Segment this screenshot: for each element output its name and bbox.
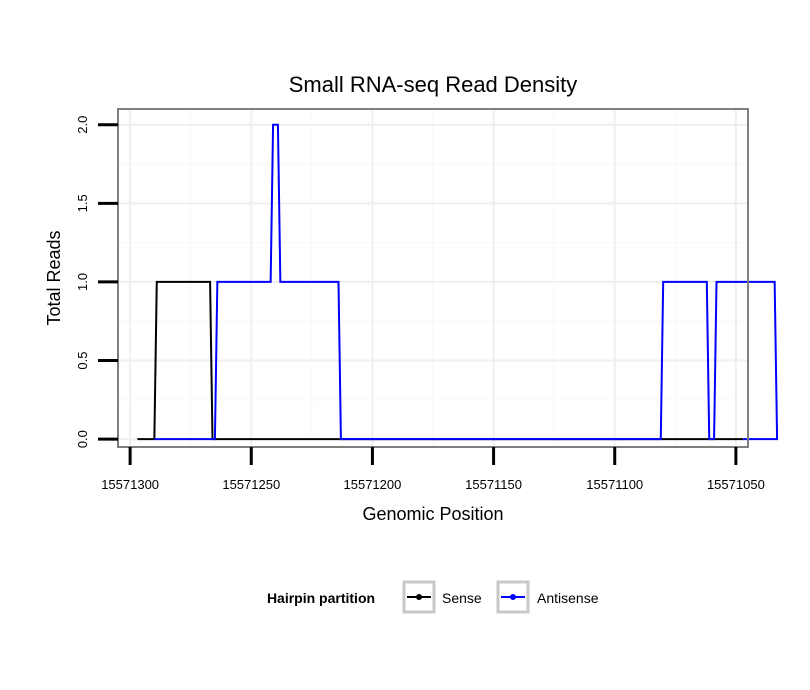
- plot-panel: [117, 108, 779, 448]
- x-tick-label: 15571300: [101, 477, 159, 492]
- y-tick-label: 2.0: [75, 116, 90, 134]
- legend-dot-sense: [416, 594, 422, 600]
- x-tick-label: 15571250: [222, 477, 280, 492]
- x-axis-title: Genomic Position: [362, 504, 503, 524]
- x-tick-label: 15571100: [586, 477, 643, 492]
- x-tick-label: 15571050: [707, 477, 765, 492]
- legend-label-sense: Sense: [442, 590, 482, 606]
- legend-label-antisense: Antisense: [537, 590, 599, 606]
- legend-dot-antisense: [510, 594, 516, 600]
- series-lines: [137, 123, 779, 441]
- chart-title: Small RNA-seq Read Density: [289, 72, 578, 97]
- y-tick-label: 0.5: [75, 351, 90, 369]
- plot-panel-border: [117, 108, 749, 448]
- series-line-sense: [137, 280, 744, 441]
- y-tick-label: 0.0: [75, 430, 90, 448]
- legend-item-sense: Sense: [402, 580, 482, 614]
- y-tick-label: 1.5: [75, 194, 90, 212]
- series-line-antisense: [154, 123, 779, 441]
- y-axis-title: Total Reads: [44, 230, 64, 325]
- x-tick-label: 15571200: [344, 477, 402, 492]
- x-axis: 15571300 15571250 15571200 15571150 15571100…: [101, 447, 765, 492]
- y-axis: 0.0 0.5 1.0 1.5 2.0: [75, 116, 118, 448]
- legend: Hairpin partition Sense Antisense: [267, 580, 599, 614]
- legend-item-antisense: Antisense: [496, 580, 599, 614]
- legend-title: Hairpin partition: [267, 590, 375, 606]
- x-tick-label: 15571150: [465, 477, 522, 492]
- y-tick-label: 1.0: [75, 273, 90, 291]
